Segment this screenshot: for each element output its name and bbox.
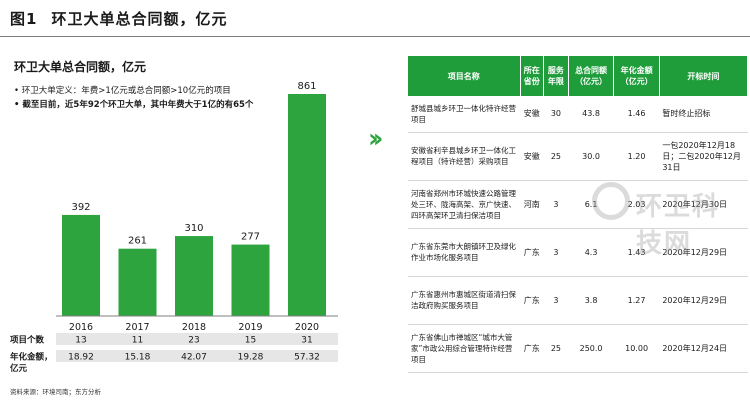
cell-bid-date: 2020年12月30日 (659, 180, 748, 229)
header-bid-date: 开标时间 (659, 56, 749, 96)
chart-table-cell: 11 (132, 336, 143, 346)
cell-bid-date: 暂时终止招标 (659, 96, 748, 133)
cell-bid-date: 一包2020年12月18日；二包2020年12月31日 (659, 132, 748, 181)
chart-table-row-label-cont: 亿元 (10, 363, 28, 374)
cell-bid-date: 2020年12月24日 (659, 324, 748, 373)
cell-service-years: 30 (543, 96, 569, 133)
bar-value-label: 392 (71, 202, 90, 213)
chart-table-cell: 13 (75, 336, 86, 346)
figure-title: 图1 环卫大单总合同额，亿元 (10, 8, 227, 29)
header-annual-amount: 年化金额（亿元） (613, 56, 660, 96)
cell-project-name: 河南省郑州市环城快速公路管理处三环、陇海高架、京广快速、四环高架环卫清扫保洁项目 (408, 180, 520, 229)
cell-bid-date: 2020年12月29日 (659, 228, 748, 277)
left-panel-title: 环卫大单总合同额，亿元 (14, 60, 147, 74)
cell-service-years: 3 (543, 228, 569, 277)
title-divider (0, 36, 750, 37)
chart-table-cell: 57.32 (294, 353, 320, 363)
watermark-text: 环卫科技网 (636, 192, 721, 259)
project-table: 项目名称 所在省份 服务年限 总合同额（亿元） 年化金额（亿元） 开标时间 舒城… (408, 56, 749, 373)
cell-project-name: 安徽省利辛县城乡环卫一体化工程项目（特许经营）采购项目 (408, 132, 520, 181)
chart-table-cell: 19.28 (238, 353, 264, 363)
cell-province: 安徽 (520, 96, 544, 133)
bar (175, 236, 213, 316)
cell-project-name: 舒城县城乡环卫一体化特许经营项目 (408, 96, 520, 133)
cell-annual-amount: 10.00 (613, 324, 660, 373)
chart-table-cell: 42.07 (181, 353, 207, 363)
x-tick-label: 2017 (125, 322, 149, 333)
chart-table-row-band (56, 333, 338, 345)
cell-province: 河南 (520, 180, 544, 229)
table-row: 广东省佛山市禅城区“城市大管家”市政公用综合管理特许经营项目 广东 25 250.0 1… (408, 324, 748, 373)
x-tick-label: 2019 (238, 322, 262, 333)
table-row: 广东省惠州市惠城区街道清扫保洁政府购买服务项目 广东 3 3.8 1.27 2020年12… (408, 276, 748, 325)
cell-annual-amount: 1.46 (613, 96, 660, 133)
double-chevron-right-icon: ›› (368, 124, 384, 154)
bar (118, 248, 157, 316)
cell-province: 广东 (520, 324, 544, 373)
cell-service-years: 25 (543, 132, 569, 181)
bar (231, 244, 270, 316)
cell-annual-amount: 1.20 (613, 132, 660, 181)
cell-project-name: 广东省惠州市惠城区街道清扫保洁政府购买服务项目 (408, 276, 520, 325)
bar-chart: 392 2016 261 2017 310 2018 277 2019 861 2020 13 11 2… (10, 81, 338, 374)
header-total-contract: 总合同额（亿元） (568, 56, 615, 96)
cell-total-contract: 30.0 (568, 132, 614, 181)
chart-table-cell: 23 (188, 336, 199, 346)
figure-title-text: 环卫大单总合同额，亿元 (51, 10, 228, 28)
chart-table-cell: 31 (301, 336, 312, 346)
cell-total-contract: 250.0 (568, 324, 614, 373)
table-row: 安徽省利辛县城乡环卫一体化工程项目（特许经营）采购项目 安徽 25 30.0 1.20 一… (408, 132, 748, 181)
chart-table-row-label: 项目个数 (10, 335, 45, 346)
bar (288, 94, 326, 316)
bullet-definition: 环卫大单定义：年费>1亿元或总合同额>10亿元的项目 (14, 84, 253, 98)
chart-table-cell: 18.92 (68, 353, 94, 363)
chart-table-cell: 15.18 (125, 353, 151, 363)
bar-value-label: 310 (184, 223, 203, 234)
header-service-years: 服务年限 (543, 56, 569, 96)
cell-service-years: 25 (543, 324, 569, 373)
x-tick-label: 2018 (182, 322, 206, 333)
cell-total-contract: 43.8 (568, 96, 614, 133)
table-row: 河南省郑州市环城快速公路管理处三环、陇海高架、京广快速、四环高架环卫清扫保洁项目… (408, 180, 748, 229)
cell-province: 安徽 (520, 132, 544, 181)
cell-service-years: 3 (543, 180, 569, 229)
bar-value-label: 277 (241, 232, 260, 243)
cell-province: 广东 (520, 276, 544, 325)
watermark-ring-icon (592, 182, 630, 220)
cell-project-name: 广东省佛山市禅城区“城市大管家”市政公用综合管理特许经营项目 (408, 324, 520, 373)
cell-service-years: 3 (543, 276, 569, 325)
header-project-name: 项目名称 (408, 56, 521, 96)
source-note: 资料来源：环境司南；东方分析 (10, 388, 101, 396)
table-row: 舒城县城乡环卫一体化特许经营项目 安徽 30 43.8 1.46 暂时终止招标 (408, 96, 748, 133)
bullet-list: 环卫大单定义：年费>1亿元或总合同额>10亿元的项目 截至目前，近5年92个环卫… (14, 84, 254, 112)
chart-table-cell: 15 (245, 336, 256, 346)
cell-annual-amount: 1.43 (613, 228, 660, 277)
bar-value-label: 861 (297, 81, 316, 92)
cell-province: 广东 (520, 228, 544, 277)
chart-table-row-band (56, 350, 338, 362)
watermark-logo: 环卫科技网 (592, 180, 742, 259)
cell-bid-date: 2020年12月29日 (659, 276, 748, 325)
bar (62, 214, 100, 316)
figure-number: 图1 (10, 10, 38, 28)
table-row: 广东省东莞市大朗镇环卫及绿化作业市场化服务项目 广东 3 4.3 1.43 2020年12… (408, 228, 748, 277)
cell-annual-amount: 1.27 (613, 276, 660, 325)
cell-total-contract: 3.8 (568, 276, 614, 325)
bar-value-label: 261 (128, 236, 147, 247)
chart-table-row-label: 年化金额， (10, 352, 53, 363)
table-header-row: 项目名称 所在省份 服务年限 总合同额（亿元） 年化金额（亿元） 开标时间 (408, 56, 749, 96)
header-province: 所在省份 (520, 56, 545, 96)
x-tick-label: 2016 (69, 322, 93, 333)
x-tick-label: 2020 (295, 322, 319, 333)
cell-total-contract: 4.3 (568, 228, 614, 277)
bullet-summary: 截至目前，近5年92个环卫大单，其中年费大于1亿的有65个 (14, 98, 253, 112)
cell-project-name: 广东省东莞市大朗镇环卫及绿化作业市场化服务项目 (408, 228, 520, 277)
